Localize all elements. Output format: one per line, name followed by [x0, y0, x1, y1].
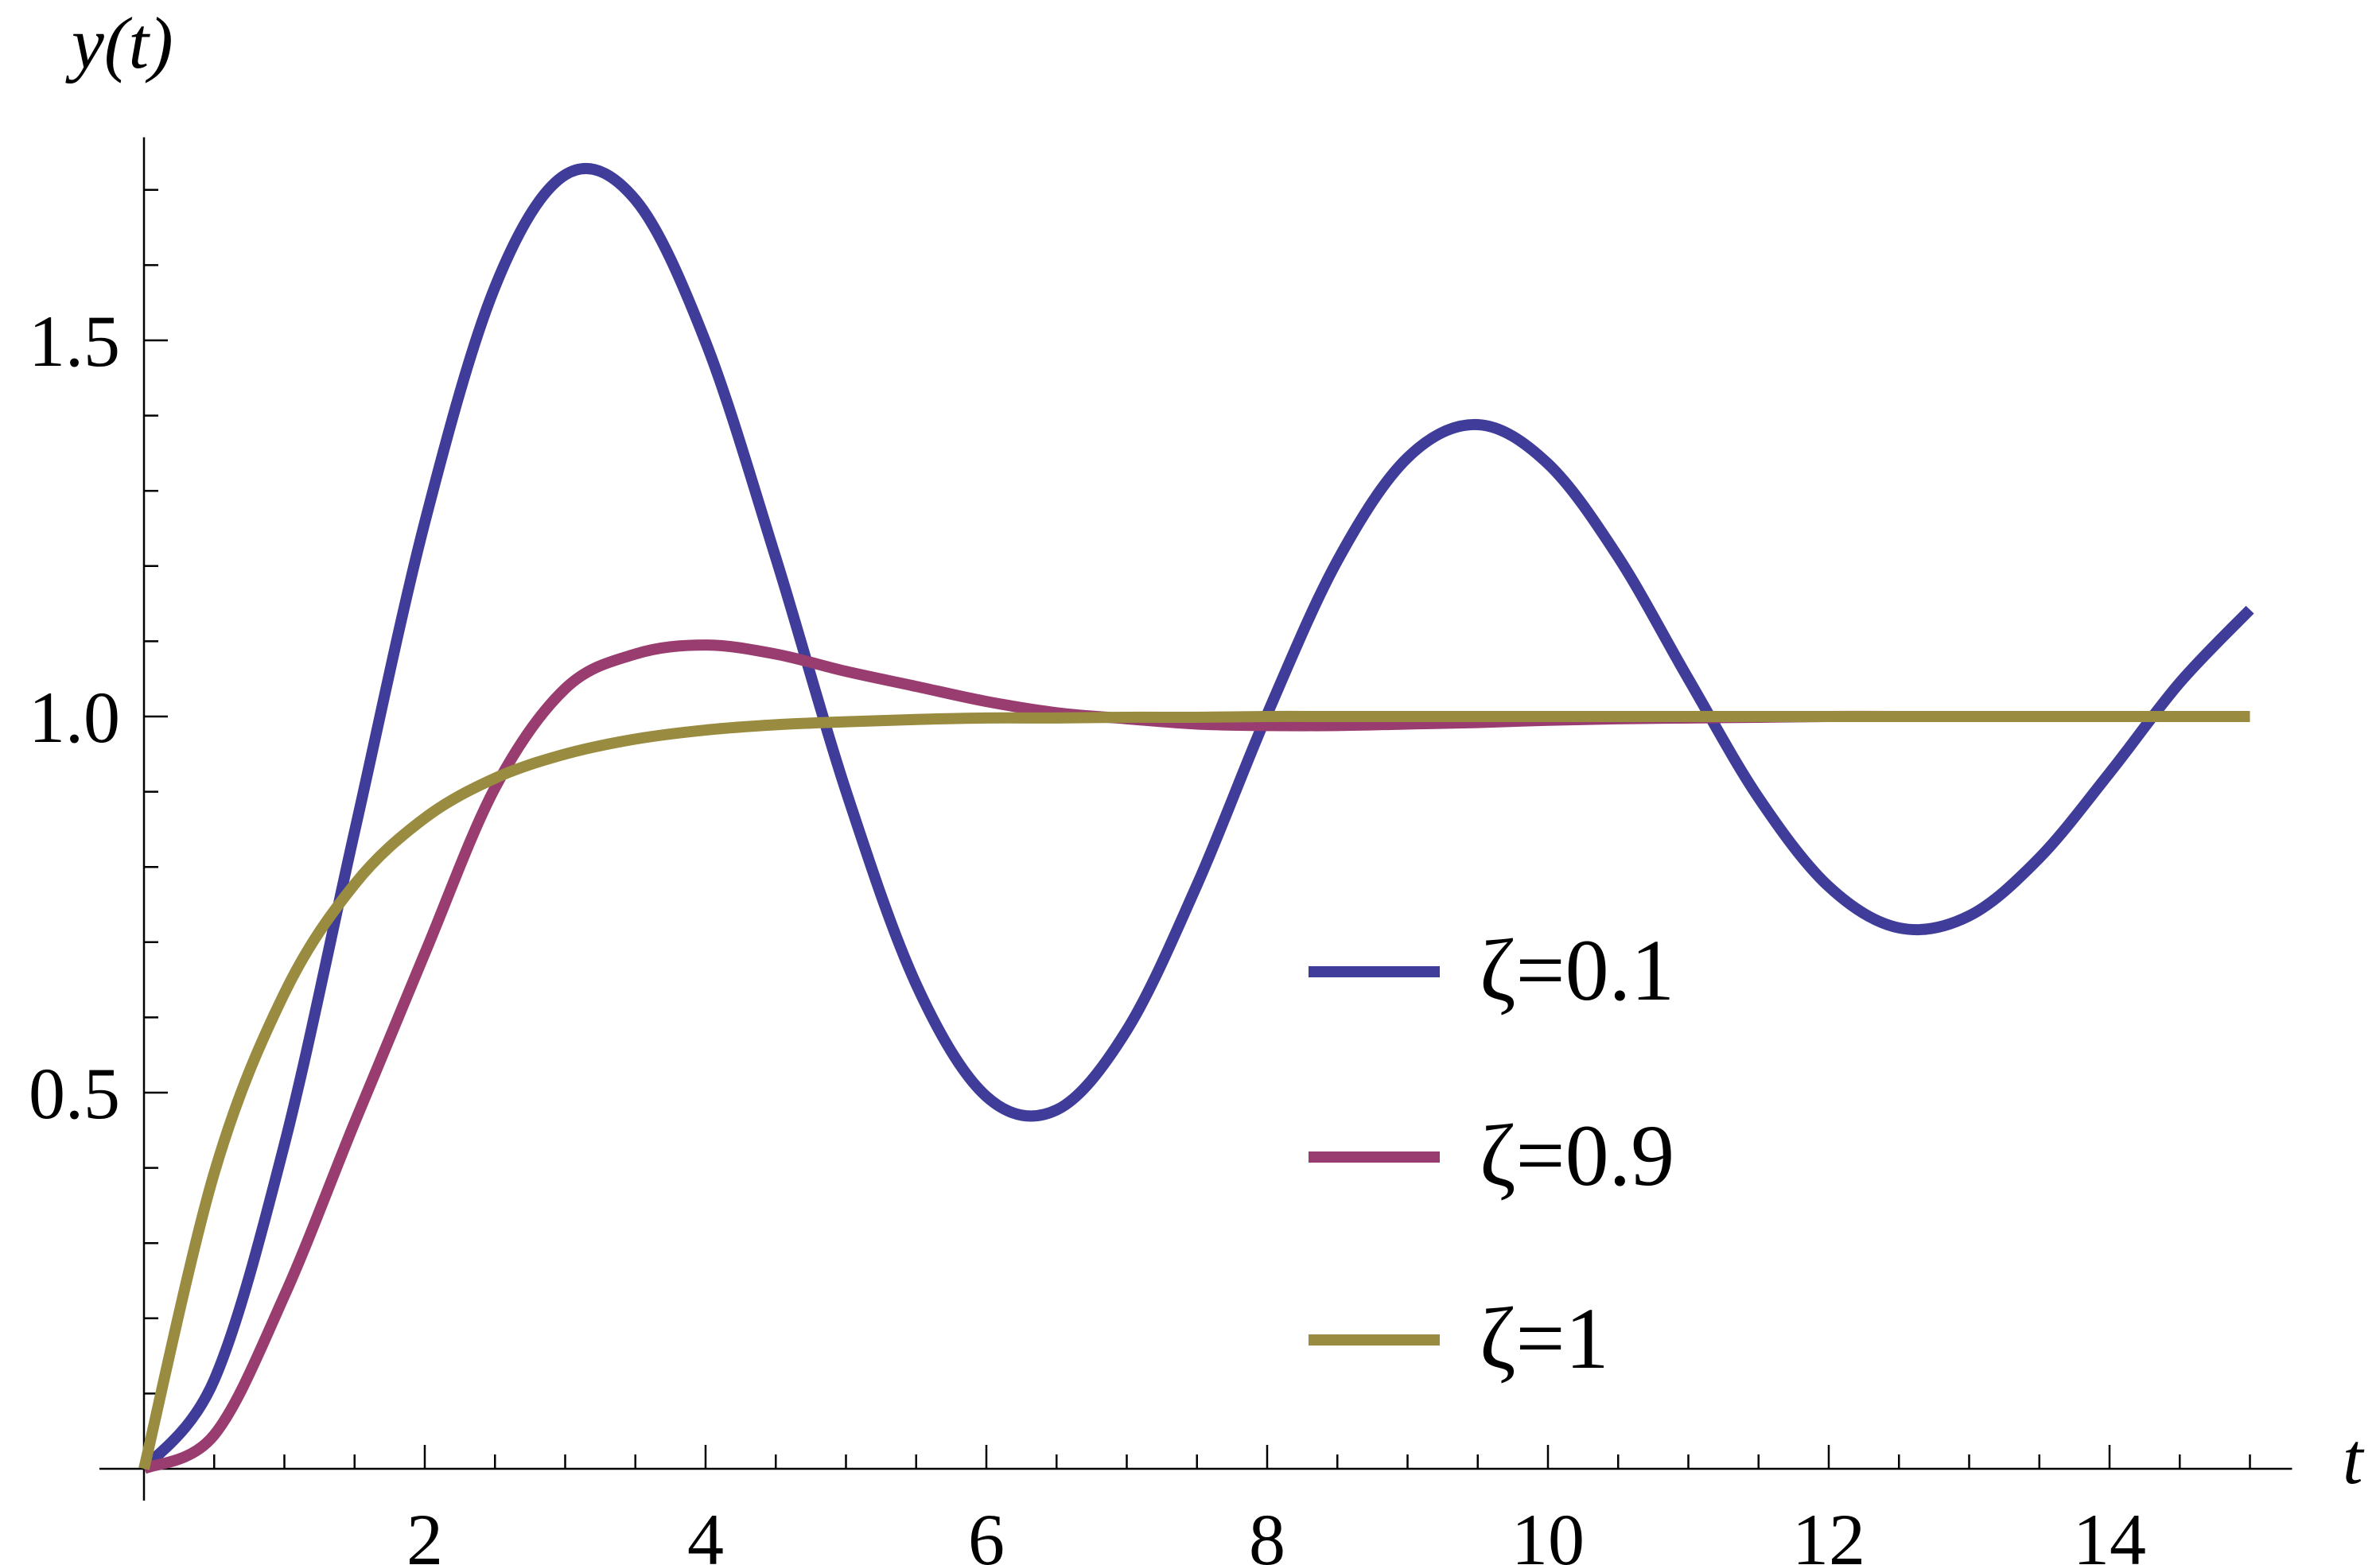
x-tick-label: 10	[1511, 1499, 1585, 1565]
x-tick-label: 2	[406, 1499, 443, 1565]
series-lines	[138, 162, 2254, 1474]
y-axis-label-text: y(t)	[65, 2, 173, 83]
x-tick-label: 8	[1249, 1499, 1285, 1565]
x-tick-label: 14	[2073, 1499, 2146, 1565]
y-tick-label: 1.0	[29, 677, 120, 758]
y-tick-label: 1.5	[29, 301, 120, 382]
series-line-2	[141, 639, 2250, 1474]
series-line-1	[139, 162, 2254, 1473]
x-tick-label: 6	[968, 1499, 1005, 1565]
x-tick-label: 4	[687, 1499, 724, 1565]
legend-label: ζ=0.9	[1480, 1107, 1674, 1204]
x-axis-label: t	[2343, 1418, 2365, 1499]
legend-label: ζ=1	[1480, 1290, 1609, 1387]
y-axis-label: y(t)	[65, 2, 173, 83]
series-line-3	[138, 710, 2250, 1470]
legend-label: ζ=0.1	[1480, 922, 1674, 1019]
axes: 2 4 6 8 10 12 14 0.5 1.0 1.5	[29, 137, 2292, 1565]
legend: ζ=0.1 ζ=0.9 ζ=1	[1309, 922, 1674, 1387]
y-tick-label: 0.5	[29, 1053, 120, 1134]
x-tick-label: 12	[1792, 1499, 1865, 1565]
